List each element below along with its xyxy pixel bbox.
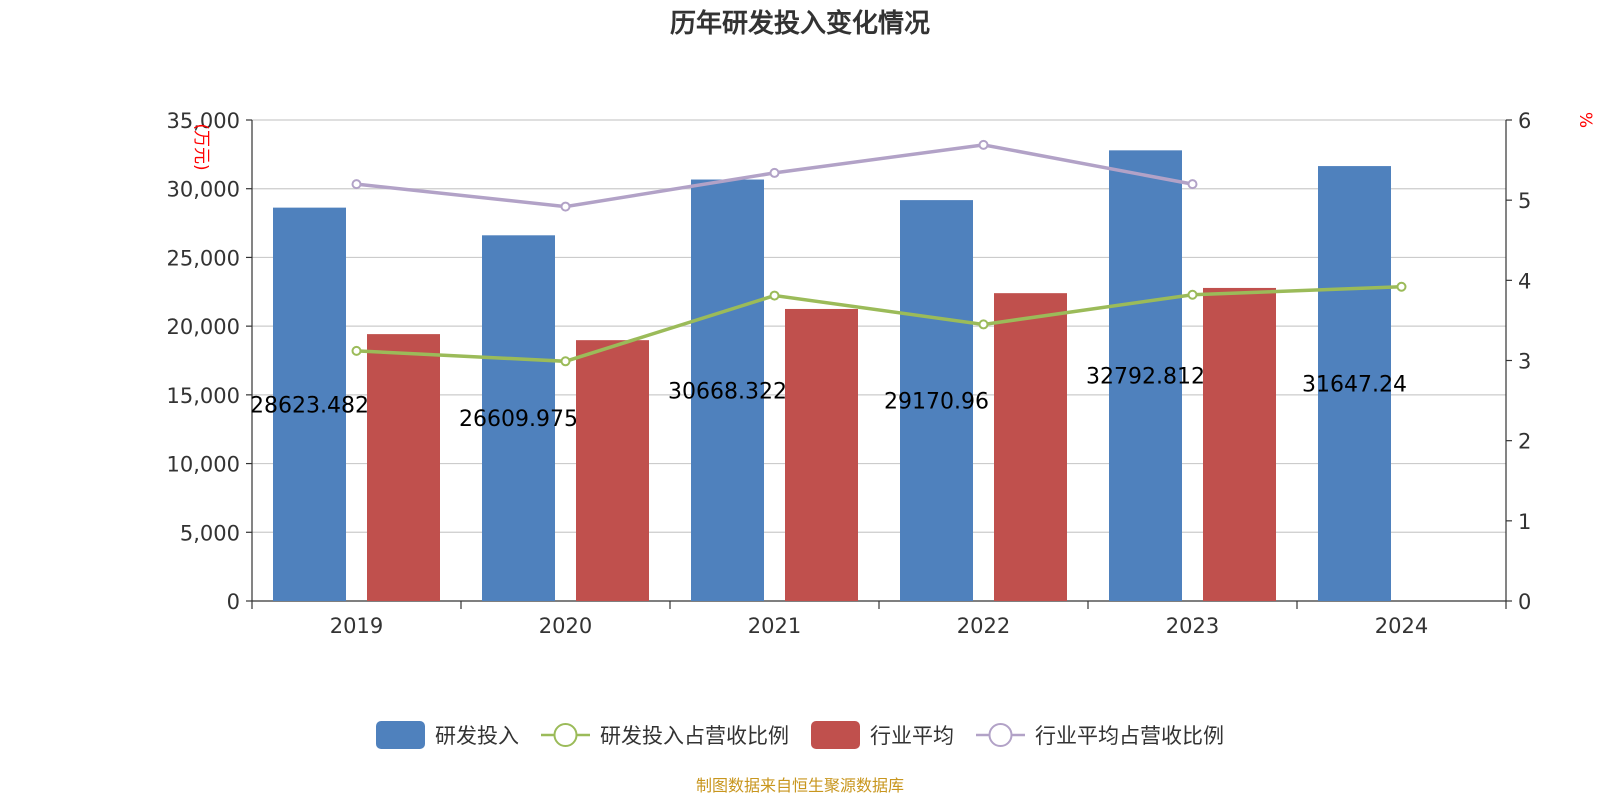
bar-series — [273, 150, 1391, 601]
left-tick-label: 20,000 — [167, 315, 240, 339]
x-tick-label: 2023 — [1166, 614, 1219, 638]
data-point — [978, 139, 989, 150]
data-point — [769, 290, 780, 301]
data-point — [978, 319, 989, 330]
data-point — [1187, 289, 1198, 300]
legend-item[interactable]: 研发投入 — [376, 721, 519, 749]
right-tick-label: 5 — [1518, 189, 1531, 213]
x-tick-label: 2020 — [539, 614, 592, 638]
left-tick-label: 30,000 — [167, 178, 240, 202]
x-tick-label: 2022 — [957, 614, 1010, 638]
bar — [1203, 287, 1276, 601]
data-point — [560, 356, 571, 367]
right-tick-label: 1 — [1518, 510, 1531, 534]
legend-swatch — [376, 721, 425, 749]
data-point — [769, 167, 780, 178]
line-series — [351, 139, 1407, 367]
chart-title: 历年研发投入变化情况 — [670, 8, 930, 39]
left-tick-label: 10,000 — [167, 453, 240, 477]
right-tick-label: 0 — [1518, 590, 1531, 614]
left-tick-label: 0 — [227, 590, 240, 614]
bar — [994, 293, 1067, 601]
data-point — [351, 345, 362, 356]
right-y-axis: 0 1 2 3 4 5 6% — [1505, 109, 1595, 614]
x-tick-label: 2021 — [748, 614, 801, 638]
data-label: 30668.322 — [668, 379, 787, 404]
bar — [367, 334, 440, 601]
right-tick-label: 3 — [1518, 350, 1531, 374]
legend-swatch — [811, 721, 860, 749]
left-tick-label: 15,000 — [167, 384, 240, 408]
legend-label: 研发投入 — [435, 724, 519, 748]
legend-item[interactable]: 研发投入占营收比例 — [541, 723, 789, 748]
x-axis: 2019 2020 2021 2022 2023 2024 — [251, 600, 1507, 638]
bar — [900, 200, 973, 601]
data-point — [351, 179, 362, 190]
right-axis-unit: % — [1575, 112, 1595, 128]
legend-item[interactable]: 行业平均占营收比例 — [976, 723, 1224, 748]
data-point — [1396, 281, 1407, 292]
right-tick-label: 6 — [1518, 109, 1531, 133]
bar — [273, 207, 346, 601]
right-tick-label: 4 — [1518, 269, 1531, 293]
series-line — [356, 284, 1402, 364]
left-tick-label: 35,000 — [167, 109, 240, 133]
x-tick-label: 2024 — [1375, 614, 1428, 638]
bar — [1109, 150, 1182, 601]
legend-item[interactable]: 行业平均 — [811, 721, 954, 749]
bar — [785, 308, 858, 601]
source-note: 制图数据来自恒生聚源数据库 — [696, 776, 904, 795]
left-tick-label: 5,000 — [180, 521, 240, 545]
left-y-axis: 0 5,000 10,000 15,000 20,000 25,000 30,000 35,0… — [167, 109, 253, 614]
data-label: 26609.975 — [459, 407, 578, 432]
bar — [691, 179, 764, 601]
legend-label: 行业平均占营收比例 — [1035, 724, 1224, 748]
data-point — [560, 201, 571, 212]
legend-label: 研发投入占营收比例 — [600, 724, 789, 748]
legend-marker — [988, 723, 1013, 747]
bar — [1318, 166, 1391, 601]
grid-lines — [252, 119, 1506, 533]
bar — [576, 340, 649, 601]
data-labels: 28623.482 26609.975 30668.322 29170.96 32792… — [250, 365, 1407, 432]
x-tick-label: 2019 — [330, 614, 383, 638]
bar — [482, 235, 555, 601]
legend-marker — [553, 723, 578, 747]
left-axis-unit: (万元) — [191, 123, 211, 170]
data-point — [1187, 179, 1198, 190]
legend-label: 行业平均 — [870, 724, 954, 748]
legend[interactable]: 研发投入 研发投入占营收比例 行业平均 行业平均占营收比例 — [376, 721, 1224, 749]
data-label: 29170.96 — [884, 390, 989, 415]
data-label: 31647.24 — [1302, 373, 1407, 398]
data-label: 28623.482 — [250, 393, 369, 418]
right-tick-label: 2 — [1518, 430, 1531, 454]
left-tick-label: 25,000 — [167, 246, 240, 270]
data-label: 32792.812 — [1086, 365, 1205, 390]
